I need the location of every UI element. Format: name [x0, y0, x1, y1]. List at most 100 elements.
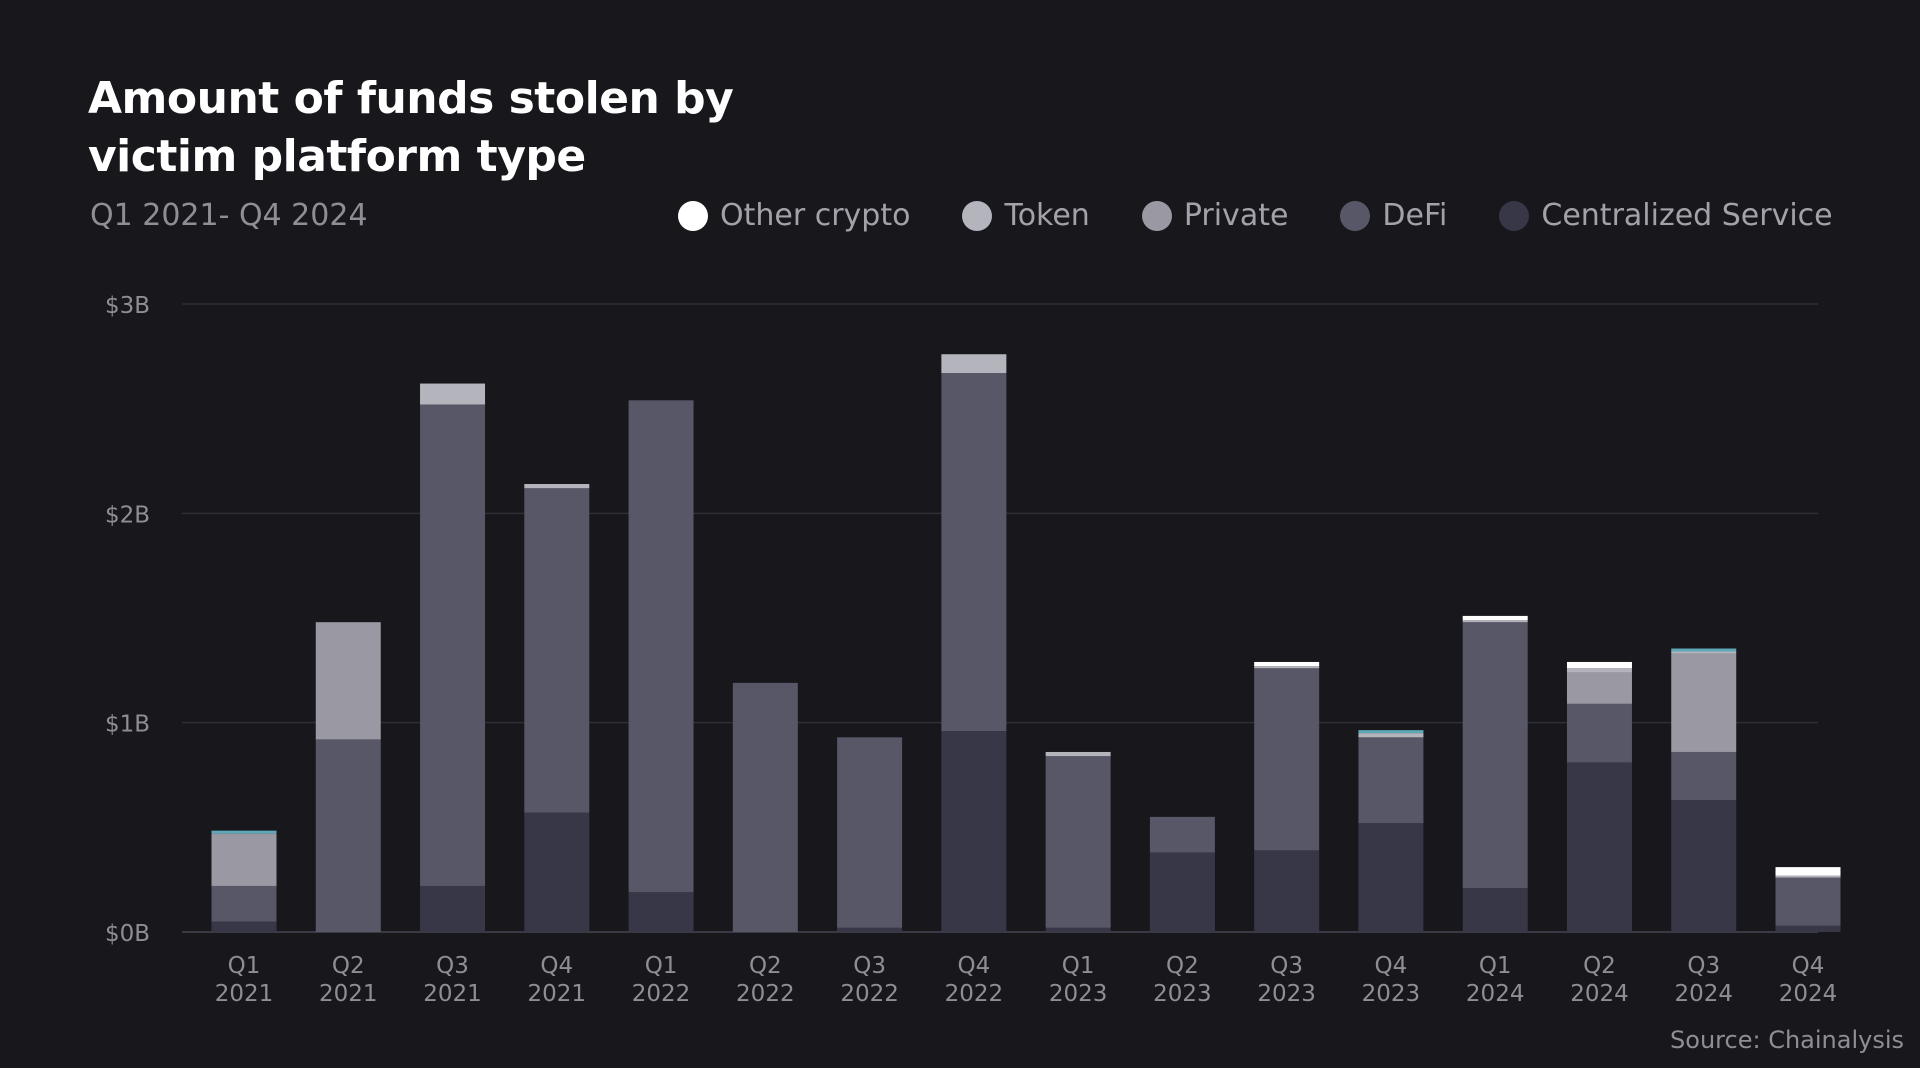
bar-segment-centralized-service — [1671, 800, 1737, 932]
x-tick-label-year: 2023 — [1049, 981, 1108, 1007]
bar-segment-token — [1358, 733, 1424, 738]
x-tick-label-year: 2021 — [319, 981, 378, 1007]
x-tick-label-year: 2022 — [840, 981, 899, 1007]
x-tick-label-quarter: Q1 — [645, 953, 678, 979]
x-tick-label-quarter: Q2 — [1166, 953, 1199, 979]
bar-segment-centralized-service — [211, 921, 277, 932]
bar-segment-token — [1671, 651, 1737, 654]
bar-segment-centralized-service — [941, 731, 1007, 932]
x-tick-label-quarter: Q1 — [1479, 953, 1512, 979]
bar-segment-defi — [1045, 756, 1111, 928]
legend-swatch-other-crypto — [678, 201, 708, 231]
bar-segment-centralized-service — [524, 812, 590, 932]
bar-segment-other-crypto — [1254, 661, 1320, 667]
bar-segment-token — [941, 354, 1007, 374]
legend-swatch-defi — [1340, 201, 1371, 231]
y-tick-label: $0B — [105, 921, 150, 947]
bar-segment-defi — [1671, 751, 1737, 801]
bar-segment-defi — [941, 373, 1007, 732]
x-tick-label-year: 2024 — [1779, 981, 1838, 1007]
x-tick-label-quarter: Q4 — [540, 953, 573, 979]
x-tick-label-year: 2022 — [632, 981, 691, 1007]
bar-segment-token — [1045, 751, 1111, 757]
legend-label-other-crypto: Other crypto — [720, 198, 911, 233]
y-tick-label: $1B — [105, 712, 150, 738]
bar-segment-defi — [420, 404, 486, 886]
x-tick-label-year: 2024 — [1466, 981, 1525, 1007]
x-tick-label-quarter: Q3 — [853, 953, 886, 979]
x-tick-label-year: 2021 — [215, 981, 274, 1007]
legend-swatch-token — [962, 201, 993, 231]
bar-segment-defi — [524, 488, 590, 813]
bar-segment-defi — [211, 885, 277, 922]
bar-segment-centralized-service — [837, 927, 903, 932]
y-tick-label: $3B — [105, 293, 150, 319]
bar-top-accent — [1358, 730, 1424, 734]
chart-title: Amount of funds stolen by victim platfor… — [88, 73, 734, 182]
legend-label-token: Token — [1004, 198, 1090, 233]
x-tick-label-quarter: Q1 — [228, 953, 261, 979]
legend-item-centralized-service: Centralized Service — [1499, 196, 1833, 236]
x-tick-label-quarter: Q4 — [957, 953, 990, 979]
bar-top-accent — [1671, 648, 1737, 652]
y-tick-label: $2B — [105, 502, 150, 528]
bar-segment-token — [1254, 666, 1320, 669]
x-tick-label-quarter: Q2 — [749, 953, 782, 979]
bar-segment-private — [1671, 653, 1737, 752]
legend-item-token: Token — [962, 196, 1090, 236]
legend-item-other-crypto: Other crypto — [678, 196, 910, 236]
bar-segment-private — [315, 622, 381, 740]
x-tick-label-quarter: Q3 — [1270, 953, 1303, 979]
bar-segment-token — [524, 484, 590, 489]
bar-segment-other-crypto — [1566, 661, 1632, 669]
bar-segment-centralized-service — [1775, 925, 1841, 932]
chart-subtitle: Q1 2021- Q4 2024 — [90, 198, 368, 233]
legend-label-centralized-service: Centralized Service — [1541, 198, 1833, 233]
x-tick-label-quarter: Q4 — [1375, 953, 1408, 979]
bar-segment-centralized-service — [628, 892, 694, 932]
bar-top-accent — [211, 830, 277, 834]
bar-segment-defi — [1775, 877, 1841, 926]
bar-segment-defi — [732, 682, 798, 932]
bar-segment-token — [420, 383, 486, 405]
x-tick-label-quarter: Q2 — [332, 953, 365, 979]
bar-segment-defi — [1254, 668, 1320, 851]
x-tick-label-year: 2023 — [1257, 981, 1316, 1007]
x-tick-label-year: 2022 — [945, 981, 1004, 1007]
legend-item-defi: DeFi — [1340, 196, 1447, 236]
bar-segment-token — [1775, 875, 1841, 878]
bar-segment-other-crypto — [1775, 867, 1841, 876]
bar-segment-defi — [1566, 703, 1632, 763]
x-tick-label-year: 2023 — [1362, 981, 1421, 1007]
bar-segment-centralized-service — [1566, 762, 1632, 932]
legend-item-private: Private — [1141, 196, 1289, 236]
bar-segment-centralized-service — [1462, 888, 1528, 932]
legend-swatch-private — [1141, 201, 1172, 231]
bar-segment-other-crypto — [1462, 615, 1528, 621]
bar-segment-private — [211, 833, 277, 886]
legend-label-defi: DeFi — [1382, 198, 1448, 233]
x-tick-label-quarter: Q4 — [1792, 953, 1825, 979]
x-tick-label-quarter: Q2 — [1583, 953, 1616, 979]
x-tick-label-year: 2024 — [1674, 981, 1733, 1007]
x-tick-label-quarter: Q1 — [1062, 953, 1095, 979]
x-tick-label-year: 2024 — [1570, 981, 1629, 1007]
bar-segment-token — [1462, 620, 1528, 623]
bar-segment-centralized-service — [1045, 927, 1111, 932]
bar-segment-private — [1566, 672, 1632, 704]
bar-segment-centralized-service — [1254, 850, 1320, 932]
legend-swatch-centralized-service — [1499, 201, 1530, 231]
bar-segment-defi — [628, 400, 694, 893]
x-tick-label-year: 2021 — [528, 981, 587, 1007]
bar-segment-token — [1566, 668, 1632, 673]
x-tick-label-year: 2022 — [736, 981, 795, 1007]
x-tick-label-quarter: Q3 — [436, 953, 469, 979]
bar-segment-centralized-service — [1358, 823, 1424, 932]
bar-segment-defi — [1358, 737, 1424, 824]
x-tick-label-year: 2021 — [423, 981, 482, 1007]
source-note: Source: Chainalysis — [1670, 1026, 1904, 1054]
bar-segment-defi — [315, 739, 381, 932]
legend-label-private: Private — [1183, 198, 1289, 233]
bar-segment-defi — [1462, 622, 1528, 889]
